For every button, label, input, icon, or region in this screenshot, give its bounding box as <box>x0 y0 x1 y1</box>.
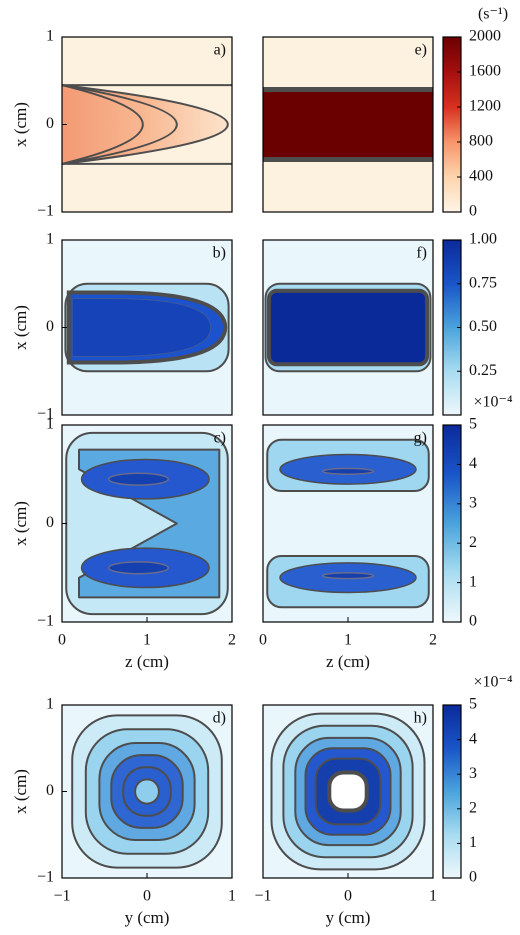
colorbar-tick-label: 3 <box>469 765 477 782</box>
y-tick-label: 1 <box>46 416 54 433</box>
x-tick-label: 1 <box>344 632 352 649</box>
colorbar-tick-label: 0 <box>469 869 477 886</box>
colorbar-tick-label: 5 <box>469 696 477 713</box>
colorbar-title: ×10⁻⁴ <box>473 394 512 411</box>
colorbar-tick-label: 0.25 <box>469 362 497 379</box>
x-axis-label: z (cm) <box>125 652 169 671</box>
colorbar-tick-label: 800 <box>469 133 493 150</box>
contour <box>62 84 178 165</box>
contour <box>134 778 160 805</box>
x-tick-label: 0 <box>344 888 352 905</box>
panel-label: g) <box>414 430 427 447</box>
contour <box>321 467 375 476</box>
y-axis-label: x (cm) <box>11 102 30 147</box>
x-tick-label: 0 <box>58 632 66 649</box>
colorbar-tick-label: 400 <box>469 168 493 185</box>
field <box>263 89 433 160</box>
contour <box>108 472 169 486</box>
y-tick-label: 1 <box>46 28 54 45</box>
panel-label: e) <box>415 42 427 59</box>
heatmap <box>62 425 232 622</box>
colorbar-tick-label: 4 <box>469 730 477 747</box>
panel-label: b) <box>213 245 226 262</box>
panel-label: h) <box>414 710 427 727</box>
y-tick-label: 1 <box>46 231 54 248</box>
heatmap <box>62 37 232 212</box>
y-tick-label: 0 <box>46 115 54 132</box>
x-tick-label: 0 <box>259 632 267 649</box>
contour <box>62 84 229 165</box>
colorbar <box>442 424 462 623</box>
colorbar-tick-label: 0.50 <box>469 318 497 335</box>
colorbar-tick-label: 1 <box>469 573 477 590</box>
heatmap <box>263 705 433 878</box>
panel-label: c) <box>214 430 226 447</box>
panel-label: d) <box>213 710 226 727</box>
colorbar-tick-label: 0.75 <box>469 274 497 291</box>
colorbar-tick-label: 1600 <box>469 63 501 80</box>
colorbar-tick-label: 2 <box>469 799 477 816</box>
y-tick-label: 0 <box>46 514 54 531</box>
x-tick-label: 1 <box>143 632 151 649</box>
x-tick-label: 2 <box>429 632 437 649</box>
y-tick-label: −1 <box>37 203 54 220</box>
colorbar-tick-label: 1 <box>469 834 477 851</box>
contour <box>266 288 430 367</box>
heatmap <box>263 37 433 212</box>
x-axis-label: z (cm) <box>326 652 370 671</box>
x-axis-label: y (cm) <box>326 908 371 927</box>
heatmap <box>263 240 433 415</box>
panel-label: a) <box>214 42 226 59</box>
x-tick-label: −1 <box>53 888 70 905</box>
colorbar-tick-label: 3 <box>469 494 477 511</box>
x-tick-label: 0 <box>143 888 151 905</box>
contour <box>108 561 169 575</box>
y-axis-label: x (cm) <box>11 305 30 350</box>
plot-frame <box>262 36 434 213</box>
y-tick-label: −1 <box>37 869 54 886</box>
colorbar-tick-label: 1200 <box>469 98 501 115</box>
colorbar-tick-label: 0 <box>469 203 477 220</box>
colorbar-tick-label: 5 <box>469 416 477 433</box>
x-tick-label: 2 <box>228 632 236 649</box>
contour <box>62 84 144 165</box>
colorbar-tick-label: 4 <box>469 455 477 472</box>
colorbar <box>442 704 462 879</box>
heatmap <box>263 425 433 622</box>
y-tick-label: 1 <box>46 696 54 713</box>
panel-label: f) <box>416 245 427 262</box>
y-tick-label: −1 <box>37 406 54 423</box>
colorbar-tick-label: 2 <box>469 534 477 551</box>
y-tick-label: −1 <box>37 613 54 630</box>
y-tick-label: 0 <box>46 782 54 799</box>
contour <box>321 572 375 580</box>
y-axis-label: x (cm) <box>11 501 30 546</box>
colorbar-title: ×10⁻⁴ <box>473 674 512 691</box>
y-axis-label: x (cm) <box>11 769 30 814</box>
colorbar-tick-label: 2000 <box>469 28 501 45</box>
colorbar <box>442 36 462 213</box>
contour <box>327 770 369 813</box>
heatmap <box>62 240 232 415</box>
plot-frame <box>262 239 434 416</box>
colorbar-title: (s⁻¹) <box>478 6 508 23</box>
x-tick-label: 1 <box>228 888 236 905</box>
colorbar-tick-label: 1.00 <box>469 231 497 248</box>
x-axis-label: y (cm) <box>125 908 170 927</box>
heatmap <box>62 705 232 878</box>
x-tick-label: 1 <box>429 888 437 905</box>
colorbar-tick-label: 0 <box>469 613 477 630</box>
contour <box>71 298 212 357</box>
x-tick-label: −1 <box>254 888 271 905</box>
y-tick-label: 0 <box>46 318 54 335</box>
